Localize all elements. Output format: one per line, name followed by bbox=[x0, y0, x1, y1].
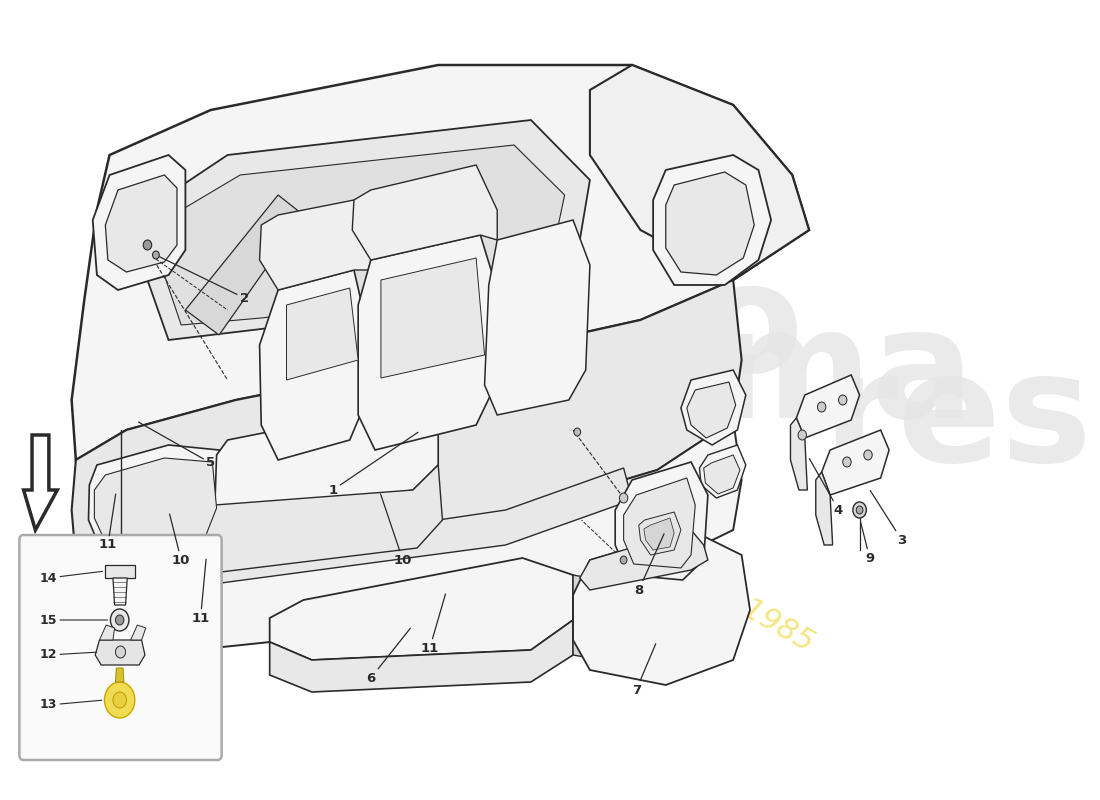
Polygon shape bbox=[116, 668, 124, 682]
Text: 4: 4 bbox=[810, 458, 843, 517]
Polygon shape bbox=[816, 472, 833, 545]
Polygon shape bbox=[381, 258, 485, 378]
Polygon shape bbox=[686, 382, 736, 438]
Text: 11: 11 bbox=[99, 494, 117, 551]
Circle shape bbox=[110, 609, 129, 631]
Polygon shape bbox=[92, 155, 186, 290]
Polygon shape bbox=[352, 165, 497, 260]
Polygon shape bbox=[700, 445, 746, 498]
Text: 5: 5 bbox=[139, 422, 216, 470]
Text: 3: 3 bbox=[870, 490, 906, 546]
Polygon shape bbox=[580, 530, 708, 590]
Polygon shape bbox=[186, 195, 304, 335]
Polygon shape bbox=[113, 578, 128, 605]
Polygon shape bbox=[624, 478, 695, 568]
Circle shape bbox=[116, 646, 125, 658]
Circle shape bbox=[619, 493, 628, 503]
Polygon shape bbox=[101, 420, 741, 650]
Polygon shape bbox=[704, 455, 740, 494]
Polygon shape bbox=[644, 518, 674, 550]
Text: 8: 8 bbox=[635, 534, 664, 597]
Polygon shape bbox=[270, 558, 573, 660]
Polygon shape bbox=[260, 200, 375, 290]
Polygon shape bbox=[147, 120, 590, 340]
Polygon shape bbox=[99, 625, 114, 640]
Polygon shape bbox=[796, 375, 859, 438]
Polygon shape bbox=[72, 65, 808, 460]
FancyBboxPatch shape bbox=[20, 535, 221, 760]
Circle shape bbox=[153, 251, 159, 259]
Polygon shape bbox=[72, 280, 741, 580]
Text: ro: ro bbox=[624, 255, 804, 405]
Circle shape bbox=[864, 450, 872, 460]
Polygon shape bbox=[590, 65, 808, 280]
Text: 10: 10 bbox=[381, 494, 412, 566]
Polygon shape bbox=[666, 172, 755, 275]
Text: res: res bbox=[822, 346, 1091, 494]
Text: a passion for parts since 1985: a passion for parts since 1985 bbox=[405, 402, 818, 658]
Polygon shape bbox=[573, 530, 750, 685]
Text: 1: 1 bbox=[328, 432, 418, 497]
Polygon shape bbox=[639, 512, 681, 555]
Circle shape bbox=[838, 395, 847, 405]
Polygon shape bbox=[164, 145, 564, 325]
Polygon shape bbox=[573, 575, 590, 658]
Polygon shape bbox=[286, 288, 359, 380]
Circle shape bbox=[104, 682, 135, 718]
Polygon shape bbox=[95, 458, 217, 550]
Text: 11: 11 bbox=[191, 559, 210, 625]
Circle shape bbox=[116, 615, 124, 625]
Circle shape bbox=[113, 692, 127, 708]
Polygon shape bbox=[270, 620, 573, 692]
Polygon shape bbox=[260, 270, 366, 460]
Polygon shape bbox=[106, 175, 177, 272]
Text: 9: 9 bbox=[860, 522, 875, 565]
Polygon shape bbox=[485, 220, 590, 415]
Text: Eu: Eu bbox=[531, 215, 744, 365]
Text: ma: ma bbox=[712, 301, 975, 450]
Text: 13: 13 bbox=[40, 698, 101, 711]
Polygon shape bbox=[106, 565, 135, 578]
Text: 2: 2 bbox=[160, 257, 249, 305]
Polygon shape bbox=[791, 418, 807, 490]
Circle shape bbox=[620, 556, 627, 564]
Text: 11: 11 bbox=[420, 594, 446, 654]
Circle shape bbox=[799, 430, 806, 440]
Polygon shape bbox=[681, 370, 746, 445]
Text: 14: 14 bbox=[40, 571, 102, 585]
Text: 10: 10 bbox=[169, 514, 190, 566]
Circle shape bbox=[143, 240, 152, 250]
Polygon shape bbox=[822, 430, 889, 495]
Text: 7: 7 bbox=[631, 644, 656, 697]
Circle shape bbox=[574, 428, 581, 436]
Circle shape bbox=[856, 506, 864, 514]
Polygon shape bbox=[359, 235, 497, 450]
Polygon shape bbox=[214, 405, 438, 520]
Polygon shape bbox=[23, 435, 57, 530]
Polygon shape bbox=[131, 625, 146, 640]
Polygon shape bbox=[96, 640, 145, 665]
Polygon shape bbox=[653, 155, 771, 285]
Polygon shape bbox=[156, 468, 632, 590]
Polygon shape bbox=[88, 445, 223, 558]
Text: 6: 6 bbox=[366, 628, 410, 685]
Polygon shape bbox=[615, 462, 708, 580]
Text: 12: 12 bbox=[40, 649, 97, 662]
Text: 15: 15 bbox=[40, 614, 108, 626]
Polygon shape bbox=[204, 465, 442, 572]
Circle shape bbox=[843, 457, 851, 467]
Circle shape bbox=[817, 402, 826, 412]
Circle shape bbox=[852, 502, 867, 518]
